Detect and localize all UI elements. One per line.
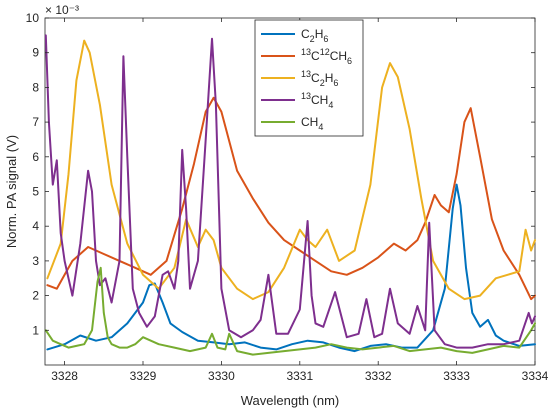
series-line-2	[46, 39, 536, 301]
y-tick-label: 9	[32, 46, 39, 60]
legend-label: C2H6	[301, 27, 328, 44]
y-tick-label: 7	[32, 115, 39, 129]
legend: C2H6 13C12CH6 13C2H6 13CH4 CH4	[254, 19, 364, 137]
y-tick-label: 10	[26, 11, 40, 25]
x-tick-label: 3328	[51, 369, 78, 383]
x-tick-label: 3330	[208, 369, 235, 383]
y-tick-label: 6	[32, 150, 39, 164]
series-layer	[44, 34, 536, 356]
y-tick-label: 5	[32, 185, 39, 199]
legend-item: 13CH4	[261, 91, 333, 110]
x-axis-title: Wavelength (nm)	[241, 393, 340, 408]
series-line-4	[44, 266, 536, 356]
x-tick-label: 3332	[365, 369, 392, 383]
legend-label: CH4	[301, 115, 323, 132]
legend-item: 13C2H6	[261, 69, 338, 88]
y-axis: 1 2 3 4 5 6 7 8 9 10	[26, 11, 535, 337]
x-axis: 3328 3329 3330 3331 3332 3333 3334	[51, 18, 549, 383]
legend-item: CH4	[261, 115, 323, 132]
x-tick-label: 3333	[443, 369, 470, 383]
x-tick-label: 3331	[286, 369, 313, 383]
y-tick-label: 4	[32, 219, 39, 233]
y-tick-label: 3	[32, 254, 39, 268]
legend-item: 13C12CH6	[261, 47, 352, 66]
x-tick-label: 3334	[522, 369, 549, 383]
y-tick-label: 1	[32, 323, 39, 337]
y-tick-label: 8	[32, 80, 39, 94]
y-axis-title: Norm. PA signal (V)	[4, 135, 19, 248]
y-tick-label: 2	[32, 289, 39, 303]
legend-label: 13CH4	[301, 91, 333, 110]
legend-item: C2H6	[261, 27, 328, 44]
series-line-1	[46, 96, 536, 301]
series-line-0	[46, 183, 536, 353]
x-tick-label: 3329	[130, 369, 157, 383]
legend-label: 13C12CH6	[301, 47, 352, 66]
series-line-3	[44, 34, 536, 349]
legend-label: 13C2H6	[301, 69, 338, 88]
y-multiplier-label: × 10⁻³	[45, 3, 79, 17]
